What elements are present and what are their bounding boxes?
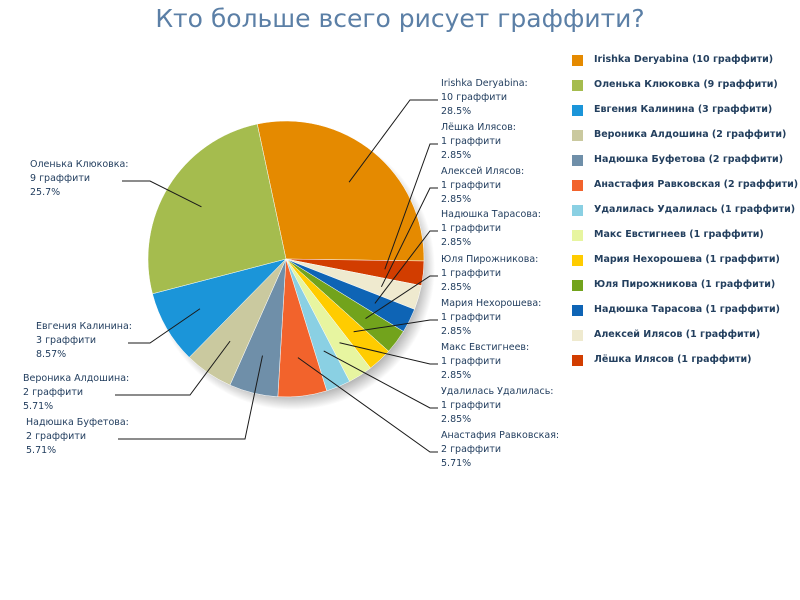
- slice-label-line: 2 граффити: [26, 431, 86, 442]
- legend-swatch: [572, 130, 583, 141]
- pie-slice[interactable]: [147, 123, 287, 295]
- legend-label: Макс Евстигнеев (1 граффити): [594, 229, 764, 240]
- pie-slice[interactable]: [256, 120, 425, 262]
- slice-label-line: Вероника Алдошина:: [23, 373, 129, 384]
- slice-label-line: Алексей Илясов:: [441, 166, 524, 177]
- legend-item[interactable]: Юля Пирожникова (1 граффити): [572, 277, 800, 302]
- legend-swatch: [572, 230, 583, 241]
- label-leader-line: [380, 187, 438, 288]
- slice-label-line: Оленька Клюковка:: [30, 159, 129, 170]
- slice-label-line: Irishka Deryabina:: [441, 78, 528, 89]
- slice-label-line: Удалилась Удалилась:: [441, 386, 554, 397]
- slice-label-line: 5.71%: [23, 401, 53, 412]
- legend-label: Алексей Илясов (1 граффити): [594, 329, 761, 340]
- legend-label: Юля Пирожникова (1 граффити): [594, 279, 776, 290]
- legend-swatch: [572, 180, 583, 191]
- legend: Irishka Deryabina (10 граффити) Оленька К…: [572, 52, 800, 377]
- label-leader-line: [297, 357, 438, 453]
- label-leader-line: [374, 230, 438, 304]
- slice-label-line: Макс Евстигнеев:: [441, 342, 529, 353]
- slice-label-line: 1 граффити: [441, 356, 501, 367]
- slice-label-line: 1 граффити: [441, 180, 501, 191]
- slice-label-line: 2.85%: [441, 237, 471, 248]
- legend-label: Евгения Калинина (3 граффити): [594, 104, 773, 115]
- legend-label: Вероника Алдошина (2 граффити): [594, 129, 787, 140]
- legend-label: Irishka Deryabina (10 граффити): [594, 54, 774, 65]
- slice-label-line: 5.71%: [441, 458, 471, 469]
- slice-label-line: Мария Нехорошева:: [441, 298, 541, 309]
- legend-label: Оленька Клюковка (9 граффити): [594, 79, 778, 90]
- slice-label-line: 2 граффити: [441, 444, 501, 455]
- slice-label-line: 2.85%: [441, 370, 471, 381]
- legend-item[interactable]: Евгения Калинина (3 граффити): [572, 102, 800, 127]
- slice-label-line: 1 граффити: [441, 312, 501, 323]
- legend-item[interactable]: Удалилась Удалилась (1 граффити): [572, 202, 800, 227]
- label-leader-line: [339, 342, 438, 365]
- legend-swatch: [572, 355, 583, 366]
- slice-label-line: 25.7%: [30, 187, 60, 198]
- slice-label-line: 10 граффити: [441, 92, 507, 103]
- slice-label-line: 28.5%: [441, 106, 471, 117]
- legend-swatch: [572, 205, 583, 216]
- legend-label: Лёшка Илясов (1 граффити): [594, 354, 752, 365]
- pie-slices: [147, 120, 425, 398]
- legend-swatch: [572, 80, 583, 91]
- legend-swatch: [572, 305, 583, 316]
- legend-swatch: [572, 105, 583, 116]
- label-leader-line: [353, 319, 438, 333]
- label-leader-line: [323, 350, 438, 409]
- legend-item[interactable]: Мария Нехорошева (1 граффити): [572, 252, 800, 277]
- slice-labels: Irishka Deryabina: 10 граффити 28.5% Лёшка …: [23, 78, 559, 469]
- legend-item[interactable]: Лёшка Илясов (1 граффити): [572, 352, 800, 377]
- legend-item[interactable]: Макс Евстигнеев (1 граффити): [572, 227, 800, 252]
- legend-label: Удалилась Удалилась (1 граффити): [594, 204, 796, 215]
- legend-swatch: [572, 55, 583, 66]
- slice-label-line: 2.85%: [441, 150, 471, 161]
- legend-swatch: [572, 255, 583, 266]
- legend-label: Мария Нехорошева (1 граффити): [594, 254, 780, 265]
- legend-item[interactable]: Анастафия Равковская (2 граффити): [572, 177, 800, 202]
- label-leader-line: [118, 355, 263, 440]
- slice-label-line: 1 граффити: [441, 268, 501, 279]
- slice-label-line: 2.85%: [441, 194, 471, 205]
- legend-item[interactable]: Irishka Deryabina (10 граффити): [572, 52, 800, 77]
- legend-swatch: [572, 155, 583, 166]
- label-leader-line: [365, 275, 438, 319]
- legend-swatch: [572, 330, 583, 341]
- legend-item[interactable]: Надюшка Тарасова (1 граффити): [572, 302, 800, 327]
- slice-label-line: 1 граффити: [441, 400, 501, 411]
- slice-label-line: Юля Пирожникова:: [441, 254, 538, 265]
- slice-label-line: 1 граффити: [441, 136, 501, 147]
- legend-label: Анастафия Равковская (2 граффити): [594, 179, 799, 190]
- slice-label-line: 9 граффити: [30, 173, 90, 184]
- label-leader-line: [122, 180, 202, 208]
- slice-label-line: Лёшка Илясов:: [441, 122, 516, 133]
- legend-swatch: [572, 280, 583, 291]
- legend-label: Надюшка Буфетова (2 граффити): [594, 154, 784, 165]
- slice-label-line: 5.71%: [26, 445, 56, 456]
- slice-label-line: 2.85%: [441, 282, 471, 293]
- slice-label-line: Надюшка Буфетова:: [26, 417, 129, 428]
- legend-item[interactable]: Алексей Илясов (1 граффити): [572, 327, 800, 352]
- legend-item[interactable]: Надюшка Буфетова (2 граффити): [572, 152, 800, 177]
- slice-label-line: 2.85%: [441, 326, 471, 337]
- label-leader-line: [384, 143, 438, 270]
- slice-label-line: 1 граффити: [441, 223, 501, 234]
- slice-label-line: 8.57%: [36, 349, 66, 360]
- slice-label-line: 2 граффити: [23, 387, 83, 398]
- legend-item[interactable]: Оленька Клюковка (9 граффити): [572, 77, 800, 102]
- label-leaders: [115, 99, 438, 453]
- slice-label-line: Надюшка Тарасова:: [441, 209, 541, 220]
- legend-item[interactable]: Вероника Алдошина (2 граффити): [572, 127, 800, 152]
- label-leader-line: [128, 308, 201, 344]
- slice-label-line: Анастафия Равковская:: [441, 430, 559, 441]
- legend-label: Надюшка Тарасова (1 граффити): [594, 304, 780, 315]
- slice-label-line: Евгения Калинина:: [36, 321, 132, 332]
- slice-label-line: 3 граффити: [36, 335, 96, 346]
- slice-label-line: 2.85%: [441, 414, 471, 425]
- chart-title: Кто больше всего рисует граффити?: [155, 4, 645, 33]
- label-leader-line: [115, 340, 231, 396]
- label-leader-line: [348, 99, 438, 183]
